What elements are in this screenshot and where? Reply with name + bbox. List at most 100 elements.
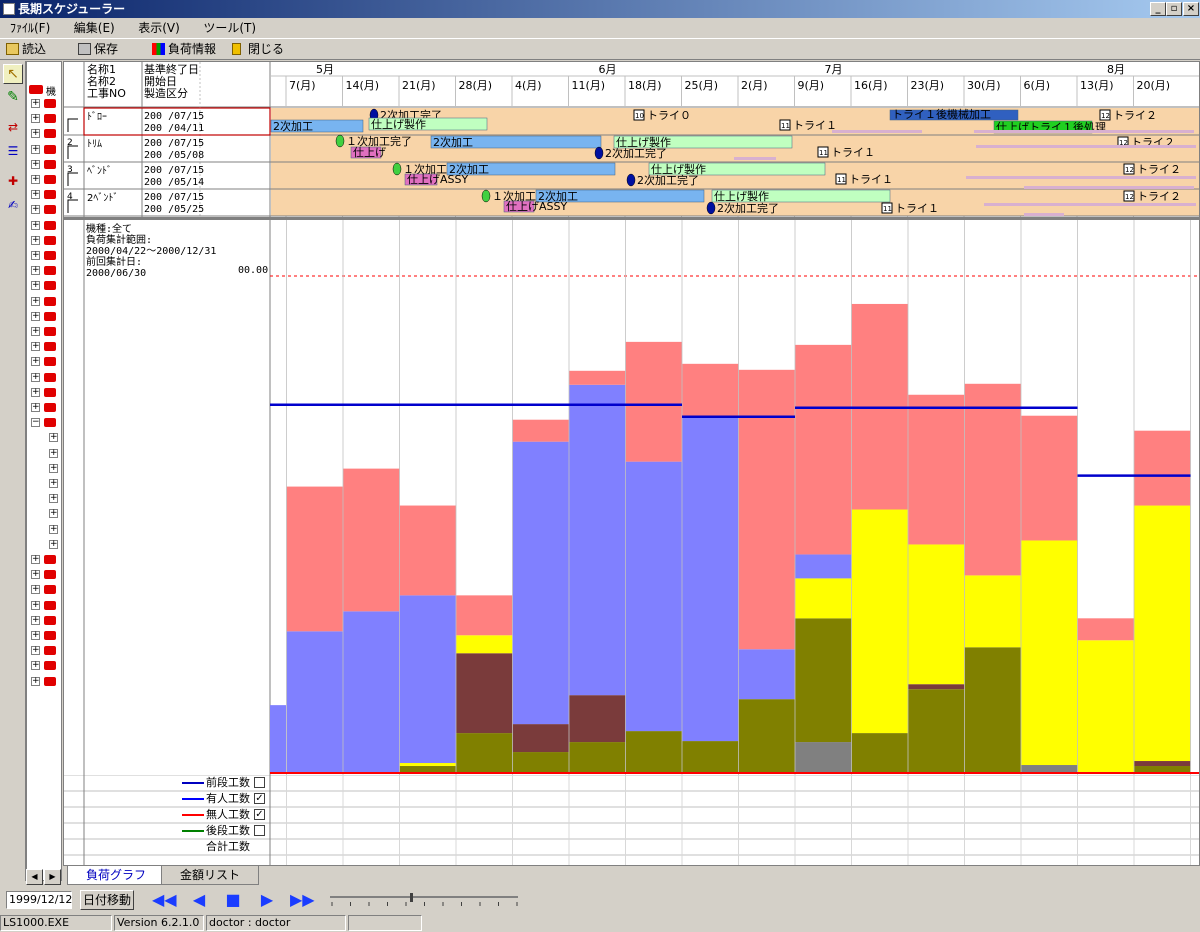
row-name[interactable]: 2ﾍﾞﾝﾄﾞ: [87, 192, 118, 204]
menu-view[interactable]: 表示(V): [138, 21, 180, 35]
tree-expand-icon[interactable]: +: [31, 174, 40, 184]
tree-expand-icon[interactable]: +: [31, 310, 40, 321]
tree-expand-icon[interactable]: +: [31, 158, 40, 169]
tree-expand-icon[interactable]: +: [31, 295, 40, 306]
pencil-tool-icon[interactable]: ✎: [7, 89, 19, 105]
stop-icon[interactable]: ■: [225, 890, 241, 909]
tree-expand-icon[interactable]: +: [31, 584, 40, 595]
bar-chart-icon: [152, 43, 165, 55]
milestone-icon[interactable]: [335, 134, 345, 148]
tab-amount-list[interactable]: 金額リスト: [161, 866, 260, 885]
legend-checkbox[interactable]: [254, 825, 265, 836]
tree-expand-icon[interactable]: +: [49, 523, 58, 534]
gantt-bar[interactable]: [889, 109, 1019, 121]
gantt-bar[interactable]: [613, 135, 793, 149]
tree-expand-icon[interactable]: +: [31, 599, 40, 610]
close-button[interactable]: 閉じる: [230, 41, 284, 58]
step-back-icon[interactable]: ◀: [192, 890, 206, 909]
minimize-button[interactable]: _: [1150, 2, 1166, 16]
tree-expand-icon[interactable]: −: [31, 417, 40, 428]
step-forward-icon[interactable]: ▶: [260, 890, 274, 909]
milestone-icon[interactable]: [392, 162, 402, 176]
tree-expand-icon[interactable]: +: [49, 478, 58, 488]
tree-expand-icon[interactable]: +: [31, 143, 40, 154]
tree-expand-icon[interactable]: +: [31, 341, 40, 352]
load-button[interactable]: 読込: [4, 41, 46, 58]
tree-expand-icon[interactable]: +: [49, 447, 58, 458]
row-name[interactable]: ﾄﾞﾛｰ: [87, 111, 107, 123]
gantt-bar[interactable]: [368, 117, 488, 131]
add-tool-icon[interactable]: ✚: [7, 174, 19, 188]
gantt-bar[interactable]: [535, 189, 705, 203]
milestone-icon[interactable]: [594, 146, 604, 160]
save-button[interactable]: 保存: [76, 41, 118, 58]
swap-tool-icon[interactable]: ⇄: [7, 120, 19, 134]
tree-expand-icon[interactable]: +: [31, 614, 40, 625]
tree-expand-icon[interactable]: +: [31, 204, 40, 215]
header-col1-text: 名称1: [87, 62, 116, 76]
menu-edit[interactable]: 編集(E): [73, 21, 115, 35]
tree-root[interactable]: 機: [28, 83, 61, 98]
tree-expand-icon[interactable]: +: [49, 538, 58, 549]
fast-rewind-icon[interactable]: ◀◀: [152, 890, 177, 909]
legend-checkbox[interactable]: [254, 777, 265, 788]
row-name[interactable]: ﾄﾘﾑ: [87, 139, 102, 150]
restore-button[interactable]: ▫: [1166, 2, 1182, 16]
load-info-button[interactable]: 負荷情報: [150, 41, 216, 58]
tree-expand-icon[interactable]: +: [31, 660, 40, 671]
legend-checkbox[interactable]: ✓: [254, 809, 265, 820]
tree-expand-icon[interactable]: +: [31, 402, 40, 412]
date-input[interactable]: 1999/12/12: [6, 891, 72, 909]
tree-scroll-right-button[interactable]: ▶: [44, 869, 61, 885]
menu-file[interactable]: ﾌｧｲﾙ(F): [10, 21, 51, 35]
milestone-icon[interactable]: [481, 189, 491, 203]
gantt-bar[interactable]: [648, 162, 826, 176]
tab-load-graph[interactable]: 負荷グラフ: [67, 866, 166, 885]
tree-expand-icon[interactable]: +: [31, 630, 40, 640]
slider-thumb[interactable]: [410, 893, 413, 902]
gantt-bar[interactable]: [404, 173, 438, 186]
date-move-button[interactable]: 日付移動: [80, 890, 134, 910]
tree-expand-icon[interactable]: +: [31, 554, 40, 564]
tree-expand-icon[interactable]: +: [31, 280, 40, 291]
tree-expand-icon[interactable]: +: [31, 645, 40, 656]
tree-scroll-left-button[interactable]: ◀: [26, 869, 43, 885]
trial-label: トライ１: [831, 146, 875, 159]
tree-expand-icon[interactable]: +: [31, 386, 40, 397]
tree-expand-icon[interactable]: +: [31, 234, 40, 245]
gantt-bar[interactable]: [711, 189, 891, 203]
tree-expand-icon[interactable]: +: [31, 219, 40, 230]
tree-expand-icon[interactable]: +: [31, 569, 40, 580]
tree-expand-icon[interactable]: +: [31, 356, 40, 367]
gantt-bar-label: 仕上げ: [353, 146, 386, 159]
gantt-bar[interactable]: [430, 135, 602, 149]
close-window-button[interactable]: ×: [1183, 2, 1199, 16]
tree-expand-icon[interactable]: +: [49, 493, 58, 504]
gantt-bar[interactable]: [446, 162, 616, 176]
row-name[interactable]: ﾍﾞﾝﾄﾞ: [87, 165, 112, 177]
tree-expand-icon[interactable]: +: [31, 371, 40, 382]
tree-expand-icon[interactable]: +: [49, 508, 58, 519]
milestone-icon[interactable]: [706, 201, 716, 215]
timeline-slider[interactable]: [328, 893, 522, 909]
pointer-tool-icon[interactable]: ↖: [3, 64, 23, 84]
edit-tool-icon[interactable]: ✍: [7, 198, 19, 212]
tree-expand-icon[interactable]: +: [49, 462, 58, 473]
list-tool-icon[interactable]: ☰: [7, 144, 19, 158]
tree-expand-icon[interactable]: +: [31, 98, 40, 108]
tree-expand-icon[interactable]: +: [49, 432, 58, 443]
fast-forward-icon[interactable]: ▶▶: [290, 890, 315, 909]
menu-tools[interactable]: ツール(T): [203, 21, 257, 35]
tree-expand-icon[interactable]: +: [31, 250, 40, 260]
tree-expand-icon[interactable]: +: [31, 265, 40, 276]
tree-expand-icon[interactable]: +: [31, 128, 40, 139]
tree-expand-icon[interactable]: +: [31, 113, 40, 124]
legend-checkbox[interactable]: ✓: [254, 793, 265, 804]
gantt-bar[interactable]: [350, 146, 382, 159]
gantt-bar[interactable]: [503, 200, 535, 213]
gantt-bar[interactable]: [270, 119, 364, 133]
tree-expand-icon[interactable]: +: [31, 189, 40, 200]
tree-expand-icon[interactable]: +: [31, 675, 40, 686]
milestone-icon[interactable]: [626, 173, 636, 187]
tree-expand-icon[interactable]: +: [31, 326, 40, 336]
